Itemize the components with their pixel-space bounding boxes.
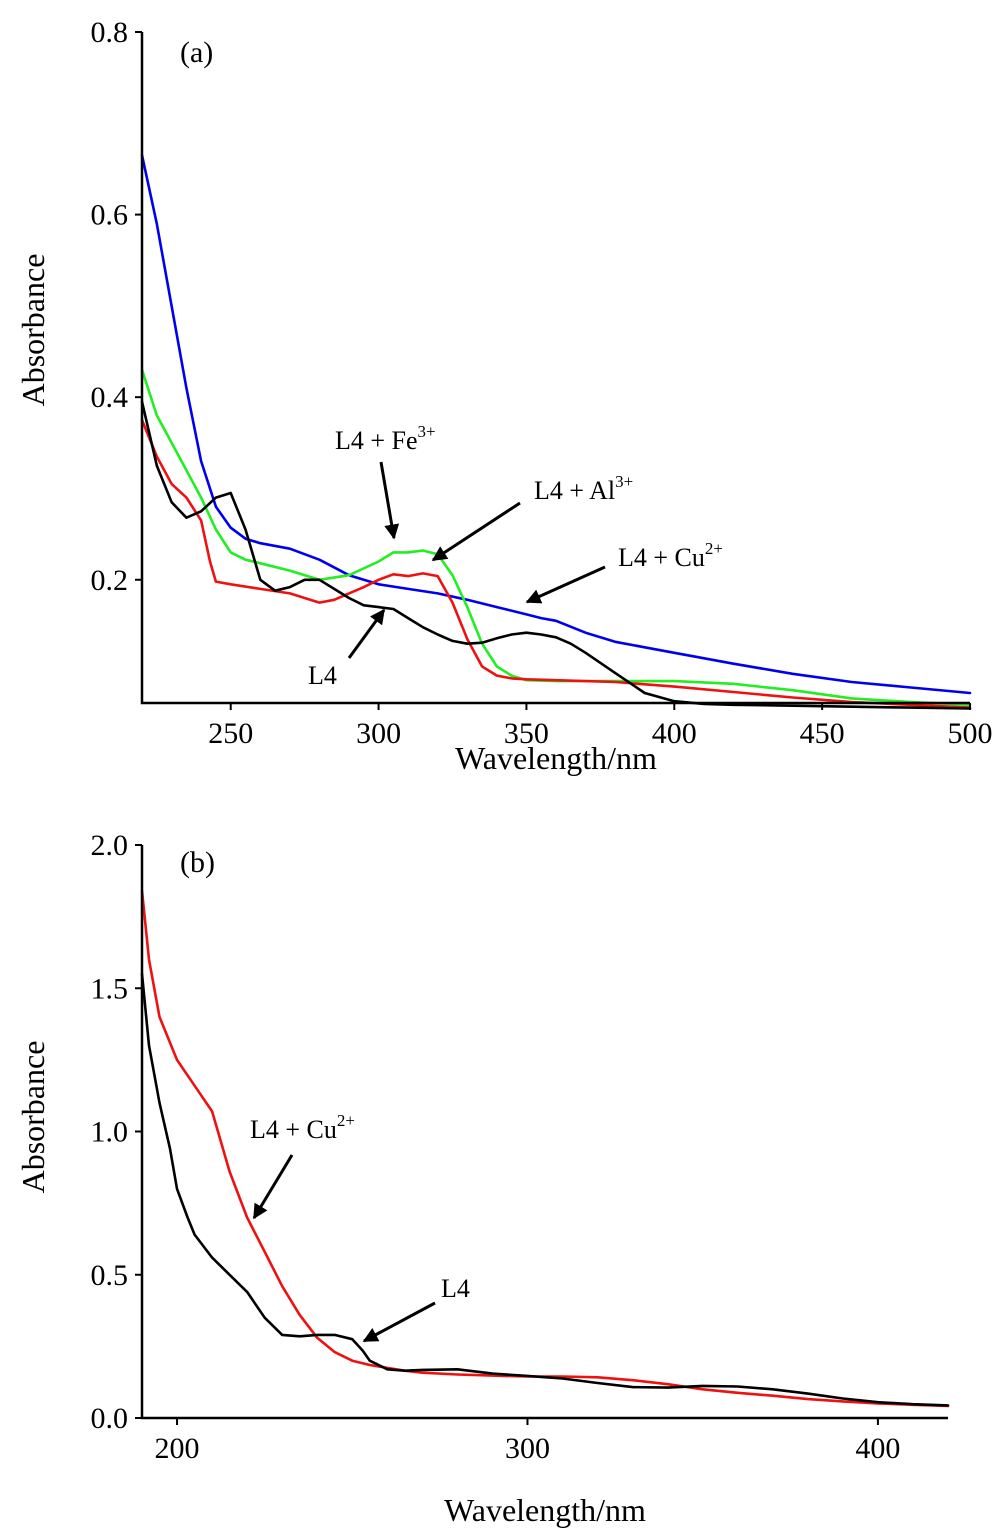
panel-a-series-group: [140, 153, 972, 710]
panel-b-y-tick-label-0: 0.0: [91, 1402, 129, 1435]
annotation-b-cu-base: L4 + Cu: [250, 1115, 337, 1144]
annotation-cu-base: L4 + Cu: [618, 543, 705, 572]
panel-a-x-tick-label-500: 500: [948, 717, 993, 750]
panel-b-series-l4-cu: [140, 889, 950, 1408]
annotation-cu-label: L4 + Cu2+: [618, 539, 723, 572]
annotation-fe-charge: 3+: [418, 422, 436, 441]
annotation-cu-arrow: [525, 565, 606, 604]
panel-b-y-tick-label-4: 2.0: [91, 829, 129, 862]
panel-a-x-tick-label-250: 250: [208, 717, 253, 750]
panel-a-y-axis-title: Absorbance: [15, 254, 51, 407]
panel-a-y-tick-label-1: 0.4: [91, 381, 129, 414]
panel-b-ticks: 200 300 400 0.0 0.5 1.0 1.5 2.0: [91, 829, 901, 1465]
panel-a-ticks: 250 300 350 400 450 500 0.2 0.4 0.6 0.8: [91, 16, 993, 750]
panel-a-y-tick-label-2: 0.6: [91, 199, 129, 232]
panel-a-series-l4-fe: [140, 368, 972, 707]
annotation-al-base: L4 + Al: [534, 476, 615, 505]
panel-b-series-group: [140, 889, 950, 1408]
panel-b-chart: 200 300 400 0.0 0.5 1.0 1.5 2.0 (b) Wavelength/…: [15, 829, 950, 1528]
panel-b-y-tick-label-3: 1.5: [91, 972, 129, 1005]
annotation-al-charge: 3+: [615, 472, 633, 491]
annotation-al-arrow: [431, 501, 521, 562]
annotation-fe-base: L4 + Fe: [335, 426, 418, 455]
panel-a-x-tick-label-300: 300: [356, 717, 401, 750]
annotation-b-cu-arrow: [252, 1154, 294, 1220]
annotation-b-l4-arrow: [362, 1301, 436, 1343]
panel-b-x-tick-label-200: 200: [155, 1432, 200, 1465]
panel-a-x-axis-title: Wavelength/nm: [455, 740, 657, 776]
panel-a-series-l4: [140, 400, 972, 710]
annotation-b-l4-label: L4: [441, 1274, 470, 1303]
panel-b-x-tick-label-400: 400: [855, 1432, 900, 1465]
panel-a-chart: 250 300 350 400 450 500 0.2 0.4 0.6 0.8 (a) Wavel…: [15, 16, 993, 776]
panel-b-y-tick-label-1: 0.5: [91, 1259, 129, 1292]
panel-a-series-l4-al: [140, 418, 972, 709]
panel-a-y-tick-label-3: 0.8: [91, 16, 129, 49]
panel-b-x-axis-title: Wavelength/nm: [444, 1492, 646, 1528]
annotation-al-label: L4 + Al3+: [534, 472, 633, 505]
panel-a-label: (a): [180, 36, 213, 69]
annotation-fe-label: L4 + Fe3+: [335, 422, 436, 455]
annotation-b-cu-charge: 2+: [337, 1111, 355, 1130]
panel-a-x-tick-label-400: 400: [652, 717, 697, 750]
panel-b-label: (b): [180, 846, 215, 879]
panel-a-y-tick-label-0: 0.2: [91, 564, 129, 597]
annotation-cu-charge: 2+: [705, 539, 723, 558]
annotation-l4-arrow: [347, 608, 386, 659]
panel-b-series-l4: [140, 972, 950, 1407]
panel-a-x-tick-label-350: 350: [504, 717, 549, 750]
panel-b-x-tick-label-300: 300: [505, 1432, 550, 1465]
panel-a-x-tick-label-450: 450: [800, 717, 845, 750]
panel-b-y-tick-label-2: 1.0: [91, 1116, 129, 1149]
panel-a-axes: [140, 32, 970, 705]
annotation-fe-arrow: [379, 461, 400, 540]
panel-a-series-l4-cu: [140, 153, 972, 695]
panel-b-y-axis-title: Absorbance: [15, 1041, 51, 1194]
annotation-l4-label: L4: [308, 661, 337, 690]
annotation-b-cu-label: L4 + Cu2+: [250, 1111, 355, 1144]
